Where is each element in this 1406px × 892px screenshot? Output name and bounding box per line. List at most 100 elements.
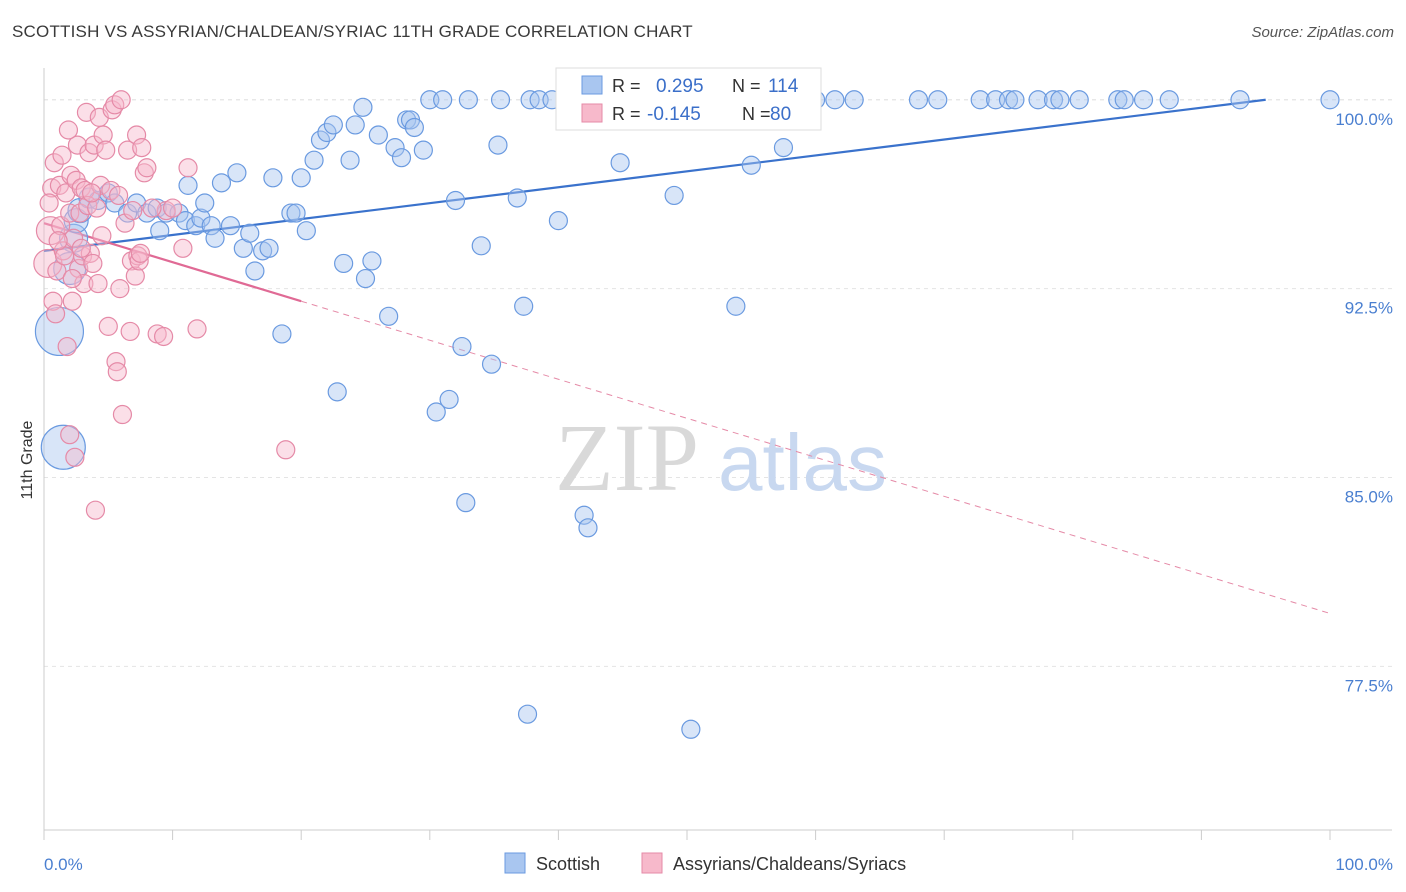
point-scottish-103 <box>1005 90 1025 110</box>
point-scottish-14 <box>150 221 170 241</box>
point-scottish-76 <box>574 505 594 525</box>
point-assyrian-64 <box>153 326 174 347</box>
point-scottish-97 <box>844 90 864 110</box>
source-label: Source: ZipAtlas.com <box>1251 24 1394 41</box>
point-scottish-56 <box>413 140 433 160</box>
legend-n-label-1: N = <box>732 76 761 96</box>
legend-n-value-1: 114 <box>768 76 799 97</box>
point-assyrian-46 <box>108 185 129 206</box>
point-assyrian-73 <box>81 183 102 203</box>
point-assyrian-57 <box>129 251 149 271</box>
point-assyrian-79 <box>58 120 79 140</box>
point-scottish-25 <box>220 216 241 236</box>
point-assyrian-50 <box>117 140 138 160</box>
point-assyrian-38 <box>93 125 113 145</box>
bottom-legend-swatch-assyrian <box>641 852 663 874</box>
point-assyrian-44 <box>106 352 126 372</box>
point-assyrian-35 <box>88 273 108 294</box>
point-assyrian-71 <box>71 238 91 258</box>
point-scottish-44 <box>340 150 360 170</box>
point-scottish-34 <box>281 203 301 223</box>
point-assyrian-55 <box>126 125 147 145</box>
point-scottish-28 <box>240 223 260 243</box>
point-scottish-66 <box>481 354 502 374</box>
point-scottish-111 <box>1159 90 1179 110</box>
point-scottish-17 <box>175 211 196 231</box>
point-assyrian-61 <box>137 158 157 178</box>
point-scottish-61 <box>445 190 466 211</box>
point-scottish-92 <box>741 155 761 175</box>
point-scottish-64 <box>458 90 478 110</box>
point-assyrian-12 <box>57 336 77 357</box>
point-assyrian-2 <box>42 178 62 198</box>
point-scottish-63 <box>456 493 476 513</box>
point-scottish-47 <box>355 268 376 289</box>
point-scottish-22 <box>201 216 221 236</box>
point-scottish-104 <box>1028 90 1048 110</box>
point-scottish-108 <box>1108 90 1128 110</box>
bottom-legend-swatch-scottish <box>504 852 526 874</box>
point-assyrian-67 <box>178 158 198 178</box>
point-assyrian-69 <box>276 440 296 460</box>
point-assyrian-59 <box>132 138 152 158</box>
point-assyrian-74 <box>39 193 59 213</box>
point-scottish-45 <box>345 115 365 135</box>
point-assyrian-66 <box>173 238 193 258</box>
point-scottish-109 <box>1114 90 1134 110</box>
point-scottish-85 <box>664 185 684 206</box>
point-scottish-112 <box>1230 90 1250 110</box>
stats-legend: R = 0.295 N = 114 R = -0.145 N = 80 <box>555 67 822 131</box>
point-assyrian-39 <box>96 140 116 160</box>
point-assyrian-27 <box>76 102 97 122</box>
y-tick-label-1: 85.0% <box>1345 487 1393 506</box>
point-scottish-0 <box>40 424 86 470</box>
point-scottish-105 <box>1043 90 1064 110</box>
point-scottish-23 <box>205 228 225 248</box>
point-scottish-41 <box>323 115 343 135</box>
point-scottish-49 <box>368 125 388 145</box>
point-scottish-32 <box>263 168 283 188</box>
point-scottish-98 <box>908 90 929 110</box>
point-assyrian-75 <box>110 279 130 299</box>
watermark-zip: ZIP <box>555 404 699 511</box>
point-scottish-70 <box>514 296 534 316</box>
point-scottish-114 <box>517 704 538 724</box>
bottom-legend: Scottish Assyrians/Chaldeans/Syriacs <box>504 852 906 874</box>
y-tick-label-3: 100.0% <box>1335 110 1393 129</box>
point-scottish-26 <box>227 163 247 183</box>
point-assyrian-65 <box>163 198 183 218</box>
point-scottish-37 <box>296 221 316 241</box>
point-assyrian-48 <box>112 404 133 425</box>
point-scottish-31 <box>259 238 279 258</box>
point-scottish-36 <box>291 168 311 188</box>
point-scottish-20 <box>191 208 211 228</box>
point-scottish-90 <box>726 296 746 316</box>
point-assyrian-3 <box>43 291 63 311</box>
point-assyrian-77 <box>92 226 112 246</box>
point-scottish-38 <box>304 150 324 170</box>
point-scottish-96 <box>825 90 845 110</box>
legend-swatch-assyrian <box>581 103 603 123</box>
point-scottish-99 <box>928 90 948 110</box>
point-scottish-35 <box>286 203 306 223</box>
grid-lines <box>44 99 1392 667</box>
point-assyrian-43 <box>105 95 125 115</box>
point-scottish-7 <box>88 190 108 211</box>
bottom-legend-scottish: Scottish <box>536 854 600 874</box>
point-assyrian-47 <box>111 90 131 110</box>
x-tick-label-0: 0.0% <box>44 855 83 874</box>
watermark: ZIP atlas <box>555 404 887 511</box>
point-assyrian-58 <box>130 243 151 263</box>
point-scottish-110 <box>1133 90 1154 110</box>
point-scottish-68 <box>490 90 511 110</box>
legend-n-value-2: 80 <box>770 104 791 125</box>
point-scottish-62 <box>452 336 472 357</box>
point-scottish-106 <box>1050 90 1070 110</box>
point-scottish-46 <box>353 97 373 117</box>
point-assyrian-5 <box>45 304 66 324</box>
point-scottish-40 <box>317 122 337 143</box>
point-assyrian-72 <box>52 145 72 165</box>
trend-line-assyrian-ext <box>301 300 1331 614</box>
point-scottish-48 <box>362 251 382 271</box>
